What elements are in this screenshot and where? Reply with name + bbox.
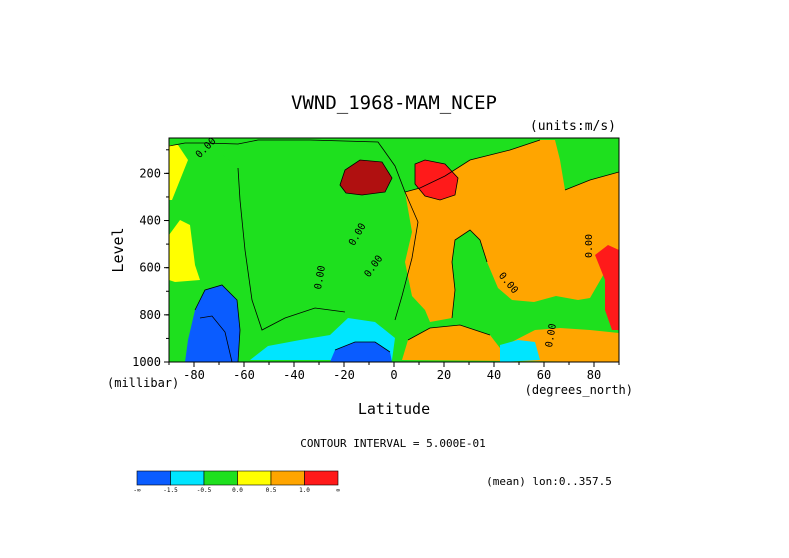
chart-title: VWND_1968-MAM_NCEP bbox=[291, 92, 497, 114]
y-tick-label: 400 bbox=[139, 214, 161, 228]
plot-area: 0.000.000.00 0.000.000.000.00 bbox=[169, 138, 619, 362]
contour-line bbox=[451, 229, 488, 319]
contour-line bbox=[194, 284, 241, 362]
x-tick-label: -80 bbox=[183, 368, 205, 382]
contour-line bbox=[564, 171, 619, 191]
mean-label: (mean) lon:0..357.5 bbox=[486, 475, 612, 488]
contour-label: 0.00 bbox=[544, 323, 559, 349]
y-tick-label: 800 bbox=[139, 308, 161, 322]
field-region bbox=[169, 145, 188, 200]
x-tick-label: 0 bbox=[390, 368, 397, 382]
colorbar-tick-label: 0.0 bbox=[232, 487, 243, 494]
contour-label: 0.00 bbox=[584, 234, 595, 258]
x-tick-label: 60 bbox=[537, 368, 551, 382]
field-region bbox=[340, 160, 392, 195]
x-axis-label: Latitude bbox=[358, 400, 430, 418]
colorbar-tick-label: 0.5 bbox=[266, 487, 277, 494]
field-region bbox=[405, 140, 619, 322]
field-region bbox=[185, 285, 240, 362]
colorbar-tick-label: -1.5 bbox=[163, 487, 178, 494]
units-label: (units:m/s) bbox=[530, 119, 616, 134]
y-tick-label: 200 bbox=[139, 166, 161, 180]
colorbar-tick-label: ∞ bbox=[336, 487, 340, 494]
y-tick-label: 600 bbox=[139, 261, 161, 275]
contour-line bbox=[169, 139, 419, 321]
contour-label: 0.00 bbox=[313, 265, 328, 291]
field-region bbox=[330, 342, 392, 362]
colorbar-swatch bbox=[304, 470, 339, 486]
contour-line bbox=[334, 341, 391, 353]
colorbar-tick-label: -∞ bbox=[133, 487, 141, 494]
x-tick-label: -20 bbox=[333, 368, 355, 382]
x-tick-label: 40 bbox=[487, 368, 501, 382]
contour-line bbox=[237, 167, 346, 331]
contour-line bbox=[414, 159, 459, 201]
field-region bbox=[500, 340, 540, 362]
colorbar-swatch bbox=[170, 470, 205, 486]
colorbar: -∞ -1.5 -0.5 0.0 0.5 1.0 ∞ bbox=[133, 470, 340, 494]
contour-interval-label: CONTOUR INTERVAL = 5.000E-01 bbox=[300, 437, 485, 450]
x-tick-label: -40 bbox=[283, 368, 305, 382]
colorbar-swatch bbox=[136, 470, 171, 486]
colorbar-tick-label: -0.5 bbox=[197, 487, 212, 494]
field-region bbox=[595, 245, 619, 330]
contour-line bbox=[404, 139, 541, 193]
contour-line bbox=[339, 159, 393, 196]
y-axis-label: Level bbox=[109, 227, 127, 272]
colorbar-swatch bbox=[237, 470, 272, 486]
colorbar-swatch bbox=[270, 470, 305, 486]
x-units-label: (degrees_north) bbox=[525, 383, 633, 397]
contour-line bbox=[199, 315, 233, 362]
y-units-label: (millibar) bbox=[107, 376, 179, 390]
field-region bbox=[169, 220, 200, 282]
x-tick-label: 20 bbox=[437, 368, 451, 382]
colorbar-tick-label: 1.0 bbox=[299, 487, 310, 494]
y-tick-label: 1000 bbox=[132, 355, 161, 369]
contour-line bbox=[407, 324, 491, 341]
x-tick-label: -60 bbox=[233, 368, 255, 382]
x-tick-label: 80 bbox=[587, 368, 601, 382]
colorbar-swatch bbox=[203, 470, 238, 486]
